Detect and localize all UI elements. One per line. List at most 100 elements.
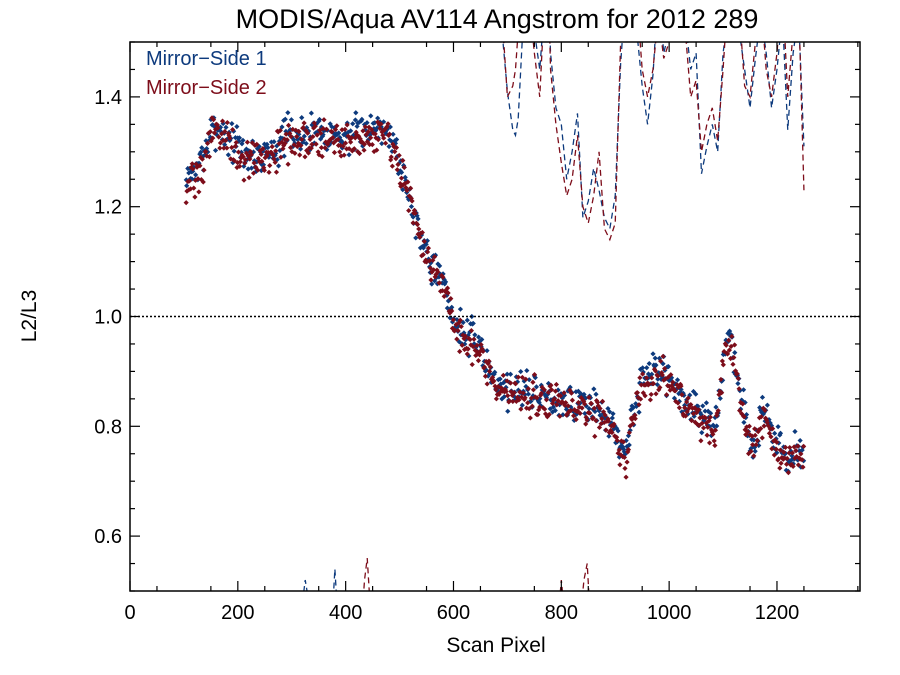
- data-point-ms2: [766, 430, 773, 436]
- data-point-ms2: [726, 347, 733, 353]
- data-point-ms2: [280, 146, 286, 152]
- data-point-ms2: [783, 461, 790, 467]
- data-point-ms2: [389, 163, 395, 169]
- data-point-ms2: [270, 152, 276, 158]
- data-point-ms1: [254, 146, 261, 152]
- data-point-ms2: [659, 370, 665, 376]
- data-point-ms1: [568, 404, 574, 410]
- data-point-ms2: [235, 149, 242, 155]
- data-point-ms2: [312, 123, 318, 129]
- data-point-ms2: [425, 245, 432, 251]
- data-point-ms2: [572, 407, 578, 414]
- data-point-ms1: [645, 371, 652, 377]
- data-point-ms2: [287, 144, 294, 151]
- data-point-ms2: [674, 382, 680, 388]
- data-point-ms2: [323, 139, 329, 145]
- data-point-ms1: [581, 391, 587, 398]
- data-point-ms2: [584, 417, 590, 423]
- data-point-ms2: [661, 377, 667, 383]
- data-point-ms2: [489, 374, 496, 381]
- data-point-ms2: [728, 343, 734, 350]
- data-point-ms1: [223, 124, 229, 130]
- data-point-ms1: [526, 377, 532, 383]
- data-point-ms1: [656, 370, 662, 376]
- data-point-ms2: [573, 416, 579, 423]
- data-point-ms2: [522, 395, 528, 401]
- data-point-ms2: [741, 414, 747, 420]
- data-point-ms1: [615, 428, 621, 434]
- data-point-ms2: [543, 397, 550, 403]
- data-point-ms2: [698, 438, 704, 444]
- data-point-ms2: [432, 254, 438, 260]
- data-point-ms2: [653, 391, 659, 397]
- data-point-ms1: [229, 120, 235, 127]
- data-point-ms1: [476, 339, 482, 345]
- data-point-ms2: [664, 392, 670, 398]
- data-point-ms1: [676, 398, 682, 404]
- data-point-ms2: [531, 372, 538, 378]
- x-tick-label: 1000: [647, 602, 692, 624]
- data-point-ms1: [789, 453, 795, 459]
- data-point-ms2: [644, 375, 650, 381]
- data-point-ms1: [646, 360, 652, 367]
- data-point-ms1: [751, 437, 757, 443]
- data-point-ms2: [386, 131, 393, 137]
- data-point-ms2: [284, 137, 290, 143]
- data-point-ms2: [431, 267, 437, 273]
- data-point-ms2: [337, 149, 343, 155]
- dashed-line-4: [363, 557, 370, 591]
- data-point-ms1: [287, 127, 293, 133]
- data-point-ms2: [273, 169, 280, 175]
- data-point-ms2: [398, 175, 405, 181]
- data-point-ms2: [721, 348, 727, 355]
- data-point-ms1: [278, 135, 284, 141]
- data-point-ms2: [219, 131, 225, 137]
- data-point-ms2: [374, 147, 380, 153]
- data-point-ms2: [491, 378, 497, 384]
- data-point-ms2: [345, 133, 351, 139]
- data-point-ms1: [690, 388, 697, 395]
- data-point-ms1: [674, 377, 681, 383]
- data-point-ms1: [291, 137, 297, 143]
- data-point-ms2: [266, 169, 272, 175]
- data-point-ms2: [330, 135, 336, 141]
- data-point-ms2: [342, 140, 349, 146]
- data-point-ms2: [684, 409, 690, 415]
- data-point-ms1: [301, 133, 307, 139]
- data-point-ms1: [513, 396, 519, 403]
- data-point-ms1: [271, 139, 277, 145]
- data-point-ms2: [299, 136, 305, 142]
- dashed-line-2: [303, 579, 308, 591]
- data-point-ms1: [633, 403, 640, 410]
- data-point-ms2: [356, 133, 362, 139]
- data-point-ms2: [626, 430, 632, 436]
- data-point-ms1: [345, 129, 351, 135]
- data-point-ms1: [362, 127, 368, 133]
- data-point-ms1: [467, 329, 473, 335]
- data-point-ms2: [462, 333, 469, 339]
- data-point-ms2: [711, 438, 717, 444]
- data-point-ms2: [579, 405, 585, 411]
- data-point-ms2: [650, 381, 657, 387]
- data-point-ms2: [458, 323, 464, 330]
- data-point-ms2: [605, 418, 612, 424]
- data-point-ms2: [211, 130, 218, 136]
- data-point-ms2: [551, 396, 558, 402]
- data-point-ms1: [222, 142, 228, 148]
- data-point-ms2: [618, 438, 625, 444]
- data-point-ms2: [782, 455, 788, 461]
- data-point-ms1: [741, 419, 747, 426]
- data-point-ms1: [402, 174, 408, 180]
- data-point-ms2: [536, 407, 542, 413]
- data-point-ms2: [530, 387, 537, 393]
- data-point-ms2: [647, 397, 653, 403]
- data-point-ms1: [621, 449, 627, 455]
- data-point-ms2: [683, 413, 689, 419]
- data-point-ms1: [336, 130, 342, 136]
- data-point-ms1: [387, 124, 393, 130]
- data-point-ms2: [528, 395, 534, 401]
- data-point-ms2: [523, 405, 530, 411]
- data-point-ms2: [512, 381, 519, 387]
- data-point-ms2: [632, 416, 638, 422]
- data-point-ms1: [462, 341, 468, 347]
